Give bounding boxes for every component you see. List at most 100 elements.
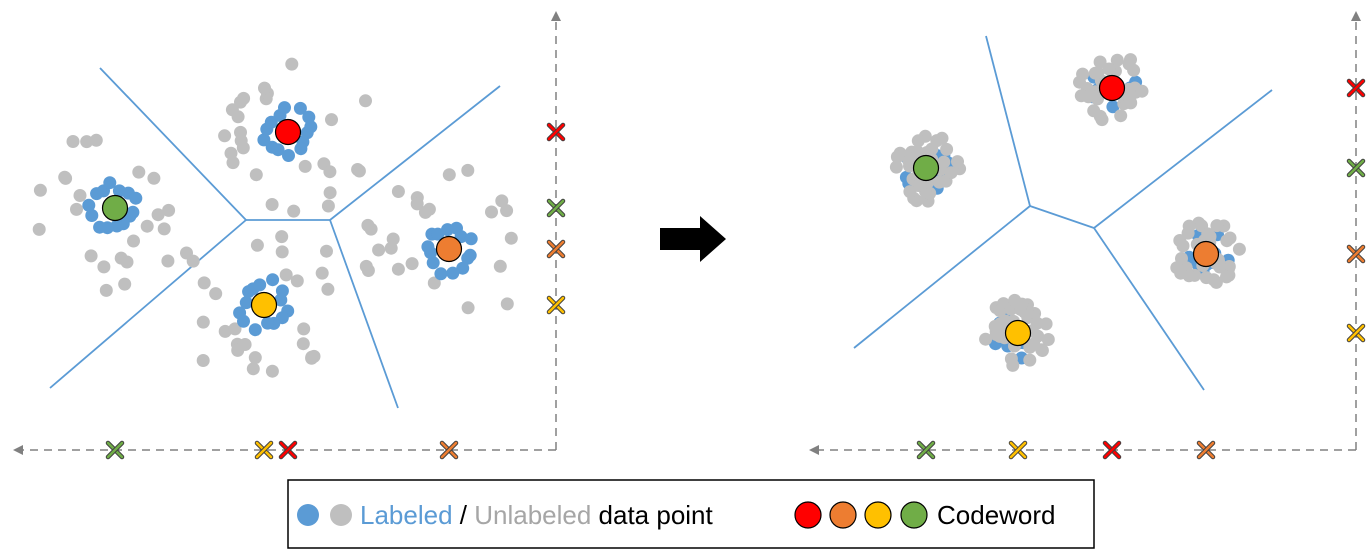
unlabeled-point (1023, 353, 1037, 367)
unlabeled-point (275, 245, 289, 259)
unlabeled-point (66, 135, 80, 148)
unlabeled-point (290, 274, 304, 288)
unlabeled-point (1004, 352, 1018, 366)
labeled-point (434, 267, 448, 281)
unlabeled-point (1182, 219, 1196, 233)
unlabeled-point (231, 110, 245, 124)
legend-codeword-label: Codeword (937, 500, 1056, 530)
labeled-point (294, 142, 308, 156)
unlabeled-point (1232, 242, 1246, 256)
legend-codeword-orange (829, 501, 857, 529)
y-projection-green (1346, 158, 1366, 178)
unlabeled-point (944, 166, 958, 180)
unlabeled-point (298, 159, 312, 173)
boundary-line (329, 85, 501, 221)
unlabeled-point (391, 185, 405, 198)
unlabeled-point (265, 364, 279, 378)
unlabeled-point (1210, 219, 1224, 233)
unlabeled-point (405, 257, 419, 271)
codewords (912, 74, 1220, 347)
codewords (101, 118, 463, 319)
unlabeled-point (352, 164, 366, 178)
x-projection-red (278, 440, 298, 460)
legend: Labeled / Unlabeled data point Codeword (287, 479, 1095, 549)
codeword-orange (435, 235, 463, 263)
labeled-point (93, 220, 107, 234)
unlabeled-point (323, 186, 337, 200)
unlabeled-point (461, 301, 475, 315)
labeled-point (239, 296, 253, 310)
boundary-line (853, 205, 1031, 349)
unlabeled-point (127, 234, 140, 248)
unlabeled-point (422, 202, 436, 216)
legend-unlabeled-dot (330, 504, 352, 526)
unlabeled-point (118, 277, 132, 291)
unlabeled-point (1127, 63, 1141, 77)
decision-boundaries (853, 35, 1273, 391)
unlabeled-point (391, 262, 405, 276)
unlabeled-point (485, 205, 498, 219)
labeled-point (248, 323, 262, 337)
unlabeled-point (1135, 84, 1149, 98)
codeword-yellow (1004, 319, 1032, 347)
unlabeled-point (80, 135, 94, 149)
unlabeled-point (903, 185, 917, 199)
unlabeled-point (1110, 53, 1124, 67)
unlabeled-point (147, 171, 161, 185)
labeled-point (82, 198, 96, 212)
unlabeled-point (231, 343, 245, 357)
legend-labeled-dot (297, 504, 319, 526)
unlabeled-point (218, 129, 232, 143)
legend-separator: / (453, 500, 475, 530)
unlabeled-point (1027, 337, 1041, 351)
y-projection-yellow (546, 295, 566, 315)
unlabeled-point (1170, 261, 1184, 275)
unlabeled-point (70, 202, 83, 216)
unlabeled-point (323, 165, 337, 179)
axis-projections (105, 122, 566, 460)
unlabeled-point (932, 175, 946, 189)
unlabeled-point (258, 81, 271, 95)
unlabeled-point (361, 218, 375, 232)
unlabeled-point (157, 222, 171, 236)
y-projection-yellow (1346, 323, 1366, 343)
unlabeled-point (84, 249, 98, 263)
unlabeled-point (1093, 55, 1107, 69)
axis-projections (916, 78, 1366, 460)
unlabeled-point (951, 155, 964, 169)
unlabeled-point (226, 156, 240, 170)
y-projection-red (546, 122, 566, 142)
unlabeled-point (993, 304, 1007, 318)
unlabeled-point (234, 134, 248, 148)
transition-arrow (660, 216, 726, 262)
unlabeled-point (320, 244, 333, 258)
unlabeled-point (275, 230, 289, 244)
labeled-point (85, 209, 99, 222)
boundary-line (1029, 205, 1095, 229)
unlabeled-point (58, 170, 72, 184)
unlabeled-point (32, 222, 46, 236)
x-projection-yellow (1008, 440, 1028, 460)
boundary-line (1093, 89, 1273, 229)
unlabeled-point (500, 297, 514, 311)
unlabeled-point (140, 219, 154, 233)
unlabeled-point (384, 241, 398, 255)
axes (809, 11, 1361, 455)
x-projection-red (1102, 440, 1122, 460)
x-projection-yellow (254, 440, 274, 460)
unlabeled-point (73, 189, 87, 202)
unlabeled-point (911, 134, 925, 148)
labeled-point (421, 240, 435, 254)
unlabeled-point (1087, 104, 1101, 118)
boundary-line (99, 67, 247, 221)
labeled-point (257, 133, 271, 147)
unlabeled-point (285, 57, 299, 71)
unlabeled-point (1014, 302, 1027, 316)
unlabeled-point (321, 282, 335, 296)
unlabeled-point (427, 276, 441, 290)
boundary-line (329, 219, 399, 409)
legend-unlabeled-label: Unlabeled (474, 500, 591, 530)
legend-box (287, 479, 1095, 549)
unlabeled-point (1176, 239, 1190, 253)
unlabeled-point (1081, 90, 1095, 104)
